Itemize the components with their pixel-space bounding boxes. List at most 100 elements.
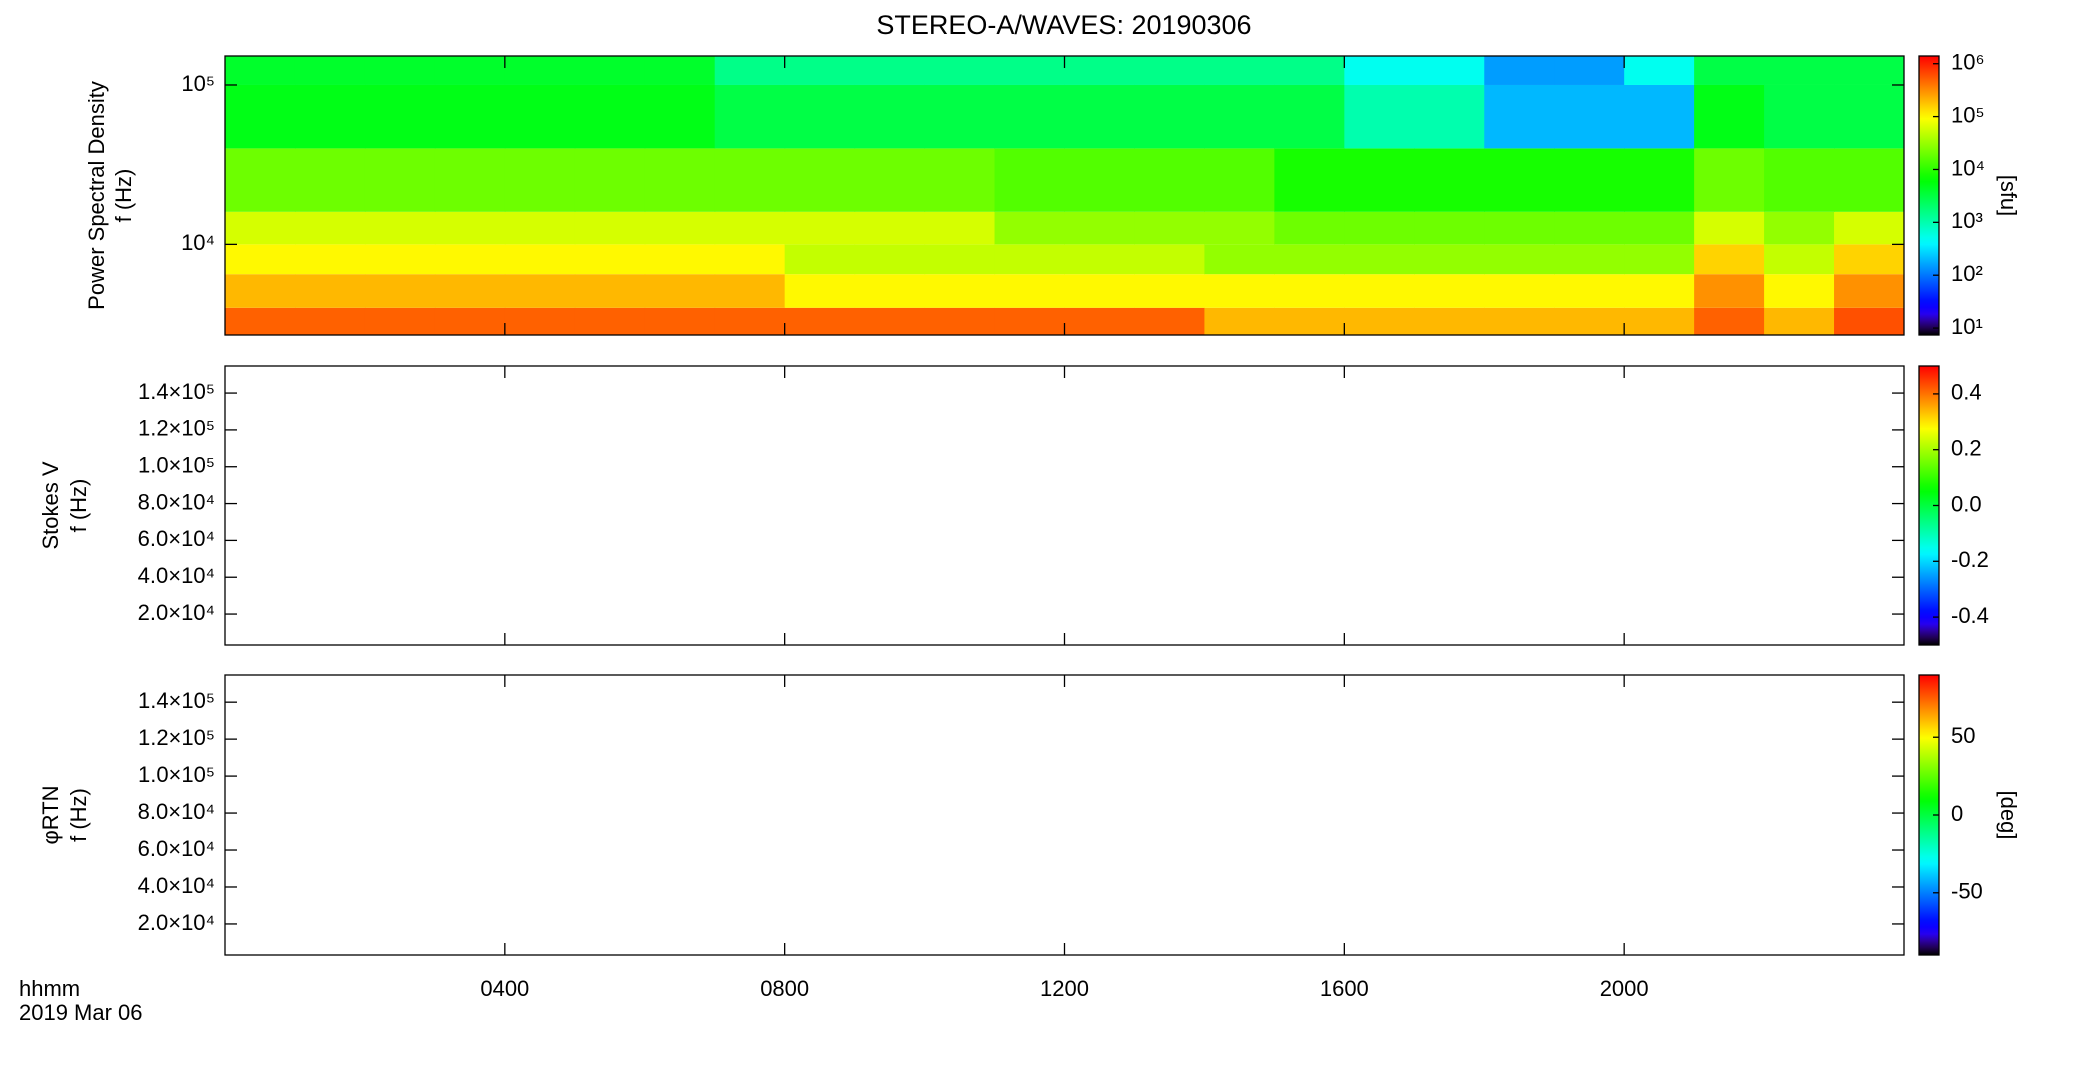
heatmap-cell: [714, 148, 786, 212]
heatmap-cell: [644, 56, 716, 85]
heatmap-cell: [1624, 84, 1695, 149]
heatmap-cell: [1274, 274, 1345, 308]
heatmap-cell: [294, 274, 366, 308]
colorbar-tick-label: -0.2: [1951, 547, 1989, 572]
heatmap-cell: [364, 274, 436, 308]
heatmap-cell: [1344, 84, 1415, 149]
heatmap-cell: [644, 244, 716, 275]
heatmap-cell: [364, 84, 436, 149]
heatmap-cell: [1414, 148, 1485, 212]
colorbar-label: [sfu]: [1996, 175, 2021, 217]
heatmap-cell: [714, 274, 786, 308]
heatmap-cell: [1204, 84, 1275, 149]
heatmap-cell: [1554, 211, 1625, 245]
heatmap-cell: [1834, 244, 1905, 275]
heatmap-cell: [714, 244, 786, 275]
heatmap-cell: [1554, 274, 1625, 308]
heatmap-cell: [294, 307, 366, 335]
heatmap-cell: [644, 211, 716, 245]
heatmap-cell: [1134, 274, 1205, 308]
colorbar-tick-label: 10⁵: [1951, 102, 1985, 127]
heatmap-cell: [994, 244, 1065, 275]
heatmap-cell: [1414, 211, 1485, 245]
heatmap-cell: [994, 56, 1065, 85]
heatmap-cell: [1554, 56, 1625, 85]
heatmap-cell: [1484, 84, 1555, 149]
heatmap-cell: [1834, 307, 1905, 335]
heatmap-cell: [1764, 148, 1835, 212]
heatmap-cell: [1764, 211, 1835, 245]
heatmap-cell: [1344, 148, 1415, 212]
heatmap-cell: [1834, 148, 1905, 212]
heatmap-cell: [1414, 84, 1485, 149]
y-tick-label: 2.0×10⁴: [138, 910, 215, 935]
y-tick-label: 10⁴: [181, 230, 215, 255]
heatmap-cell: [225, 244, 296, 275]
heatmap-cell: [504, 211, 576, 245]
colorbar-tick-label: -0.4: [1951, 603, 1989, 628]
heatmap-cell: [714, 84, 786, 149]
x-tick-label: 0400: [480, 976, 529, 1001]
heatmap-cell: [434, 56, 506, 85]
heatmap-cell: [574, 274, 646, 308]
heatmap-cell: [1414, 244, 1485, 275]
heatmap-cell: [1554, 84, 1625, 149]
y-tick-label: 4.0×10⁴: [138, 873, 215, 898]
heatmap-cell: [1134, 211, 1205, 245]
colorbar-tick-label: 0.0: [1951, 491, 1982, 516]
heatmap-cell: [1134, 84, 1205, 149]
heatmap-cell: [434, 148, 506, 212]
heatmap-cell: [574, 56, 646, 85]
heatmap-cell: [225, 274, 296, 308]
y-axis-label: Power Spectral Density: [84, 81, 109, 310]
heatmap-cell: [1134, 56, 1205, 85]
heatmap-cell: [225, 307, 296, 335]
heatmap-cell: [1134, 148, 1205, 212]
heatmap-cell: [1624, 244, 1695, 275]
heatmap-cell: [434, 274, 506, 308]
heatmap-cell: [854, 148, 926, 212]
heatmap-cell: [714, 56, 786, 85]
heatmap-cell: [294, 244, 366, 275]
heatmap-cell: [1694, 148, 1765, 212]
y-axis-label: f (Hz): [66, 479, 91, 533]
chart-title: STEREO-A/WAVES: 20190306: [876, 10, 1251, 40]
y-tick-label: 8.0×10⁴: [138, 489, 215, 514]
heatmap-cell: [994, 148, 1065, 212]
y-axis-label: f (Hz): [111, 169, 136, 223]
heatmap-cell: [1764, 307, 1835, 335]
heatmap-cell: [784, 274, 856, 308]
colorbar-tick-label: 10¹: [1951, 314, 1983, 339]
y-tick-label: 6.0×10⁴: [138, 836, 215, 861]
y-tick-label: 1.0×10⁵: [138, 453, 215, 478]
heatmap-cell: [364, 307, 436, 335]
plot-frame: [224, 674, 1905, 956]
heatmap-cell: [924, 307, 996, 335]
heatmap-cell: [434, 211, 506, 245]
heatmap-cell: [225, 211, 296, 245]
date-label: 2019 Mar 06: [19, 1000, 143, 1025]
heatmap-cell: [1274, 244, 1345, 275]
heatmap-cell: [644, 148, 716, 212]
heatmap-cell: [1834, 56, 1905, 85]
heatmap-cell: [1064, 244, 1135, 275]
heatmap-cell: [924, 244, 996, 275]
heatmap-cell: [1204, 56, 1275, 85]
heatmap-cell: [294, 84, 366, 149]
heatmap-cell: [1694, 274, 1765, 308]
heatmap-cell: [994, 84, 1065, 149]
y-tick-label: 10⁵: [181, 71, 215, 96]
heatmap: [225, 56, 1905, 335]
heatmap-cell: [1834, 84, 1905, 149]
heatmap-cell: [1064, 84, 1135, 149]
heatmap-cell: [504, 148, 576, 212]
heatmap-cell: [1204, 244, 1275, 275]
heatmap-cell: [1344, 56, 1415, 85]
colorbar-tick-label: -50: [1951, 879, 1983, 904]
heatmap-cell: [1274, 211, 1345, 245]
y-tick-label: 1.4×10⁵: [138, 379, 215, 404]
heatmap-cell: [1554, 244, 1625, 275]
heatmap-cell: [364, 244, 436, 275]
heatmap-cell: [644, 274, 716, 308]
